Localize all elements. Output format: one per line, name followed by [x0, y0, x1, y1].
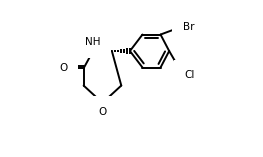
Text: NH: NH	[85, 37, 101, 47]
Text: Cl: Cl	[184, 70, 194, 80]
Text: Br: Br	[183, 22, 194, 32]
Text: O: O	[59, 63, 68, 73]
Text: O: O	[98, 107, 107, 117]
